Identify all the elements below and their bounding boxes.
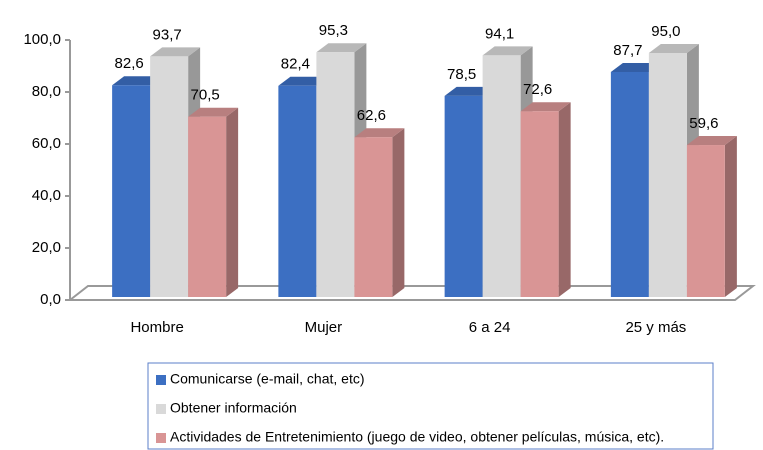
bar-top <box>444 86 495 96</box>
x-tick-label: 25 y más <box>625 319 686 336</box>
bar-front <box>444 95 483 298</box>
bar-front <box>686 145 725 297</box>
value-label: 82,6 <box>115 55 144 72</box>
bar-side <box>558 102 571 298</box>
value-label: 95,3 <box>319 22 348 39</box>
legend-swatch <box>156 404 166 414</box>
value-label: 82,4 <box>281 56 310 73</box>
legend: Comunicarse (e-mail, chat, etc) Obtener i… <box>156 371 664 445</box>
y-tick-label: 100,0 <box>23 31 61 48</box>
value-label: 70,5 <box>191 87 220 104</box>
x-tick-label: Hombre <box>130 319 183 336</box>
legend-swatch <box>156 375 166 385</box>
bar-front <box>188 116 227 297</box>
value-label: 95,0 <box>651 23 680 40</box>
y-tick-label: 80,0 <box>32 83 61 100</box>
y-tick-label: 60,0 <box>32 135 61 152</box>
value-label: 87,7 <box>613 42 642 59</box>
bar-top <box>112 76 163 86</box>
bar-top <box>520 102 571 112</box>
bar-front <box>278 85 317 297</box>
bar-top <box>150 47 201 57</box>
value-label: 62,6 <box>357 107 386 124</box>
floor <box>67 285 756 301</box>
bar-top <box>316 43 367 53</box>
value-label: 78,5 <box>447 66 476 83</box>
value-label: 94,1 <box>485 25 514 42</box>
bar <box>686 136 737 297</box>
legend-box <box>147 362 714 450</box>
bar-side <box>226 107 239 297</box>
bar-front <box>648 53 687 297</box>
value-label: 59,6 <box>689 115 718 132</box>
bar-front <box>112 85 151 298</box>
x-tick-label: 6 a 24 <box>469 319 511 336</box>
bar-side <box>724 136 737 297</box>
bar-top <box>188 107 239 117</box>
bar-front <box>316 52 355 297</box>
bar-top <box>278 76 329 86</box>
bar-front <box>354 137 393 297</box>
legend-label: Obtener información <box>170 400 297 416</box>
legend-label: Comunicarse (e-mail, chat, etc) <box>170 371 365 387</box>
value-label: 72,6 <box>523 81 552 98</box>
bar-front <box>482 55 521 298</box>
y-tick-label: 0,0 <box>40 291 61 308</box>
y-tick-label: 20,0 <box>32 239 61 256</box>
bar-top <box>482 46 533 56</box>
value-label: 93,7 <box>153 26 182 43</box>
bar-front <box>610 71 649 297</box>
bar <box>188 107 239 297</box>
bar-front <box>150 56 189 297</box>
x-tick-label: Mujer <box>305 319 343 336</box>
bar <box>354 128 405 297</box>
legend-swatch <box>156 433 166 443</box>
bar <box>520 102 571 298</box>
bar-top <box>354 128 405 138</box>
y-tick-label: 40,0 <box>32 187 61 204</box>
bar-top <box>648 44 699 53</box>
bar-top <box>610 62 661 72</box>
bar-side <box>392 128 405 297</box>
bar-front <box>520 111 559 298</box>
bar-top <box>686 136 737 146</box>
legend-label: Actividades de Entretenimiento (juego de… <box>170 429 664 445</box>
